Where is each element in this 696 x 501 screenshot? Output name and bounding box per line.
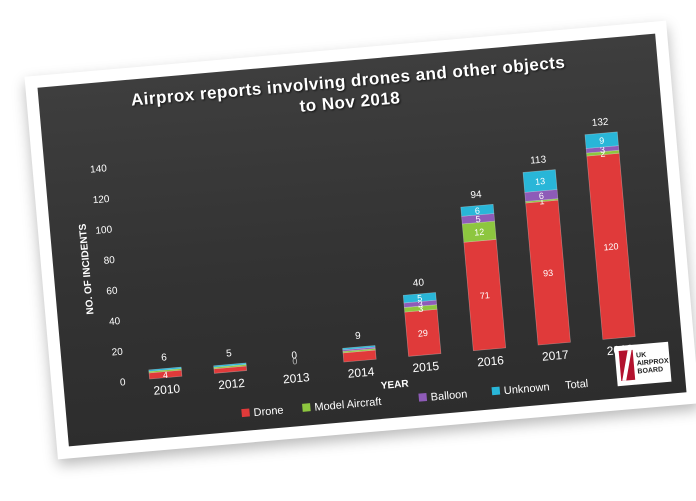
segment-label: 93 [543, 268, 554, 279]
airprox-logo-icon [618, 349, 636, 381]
logo-line-3: BOARD [637, 366, 664, 376]
y-tick-label: 120 [92, 194, 110, 206]
total-label: 9 [355, 331, 362, 342]
bar-segment [213, 362, 247, 368]
segment-label: 71 [479, 290, 490, 301]
y-tick-label: 60 [106, 285, 118, 297]
y-tick-label: 80 [103, 255, 115, 267]
bar-segment [584, 131, 619, 149]
legend-entry: Unknown [503, 381, 550, 397]
chart-panel: Airprox reports involving drones and oth… [37, 33, 687, 447]
legend-entry: Total [565, 378, 589, 392]
legend-entry: Drone [253, 405, 284, 420]
chart-card: Airprox reports involving drones and oth… [24, 20, 696, 460]
segment-label: 3 [600, 145, 606, 155]
segment-label: 3 [418, 304, 424, 314]
segment-label: 3 [417, 299, 423, 309]
total-label: 0 [291, 350, 298, 361]
total-label: 132 [591, 117, 609, 129]
y-tick-label: 100 [95, 224, 113, 236]
segment-label: 29 [417, 328, 428, 339]
legend-swatch [418, 392, 428, 402]
x-tick-label: 2015 [412, 359, 440, 375]
total-label: 113 [530, 154, 547, 166]
segment-label: 12 [474, 227, 485, 238]
bar-segment [522, 169, 558, 193]
bar-segment [342, 345, 376, 351]
x-tick-label: 2010 [153, 381, 181, 397]
bar-segment [524, 189, 559, 202]
y-tick-label: 140 [90, 163, 108, 175]
x-tick-label: 2012 [218, 376, 246, 392]
bar-segment [148, 368, 182, 374]
segment-label: 4 [163, 370, 169, 380]
x-tick-label: 2014 [347, 364, 375, 380]
y-tick-label: 20 [111, 347, 123, 359]
legend-swatch [491, 386, 501, 396]
segment-label: 5 [475, 214, 481, 224]
segment-label: 9 [599, 135, 605, 145]
segment-label: 6 [474, 206, 480, 216]
bar-segment [148, 366, 182, 372]
x-axis-label: YEAR [380, 378, 409, 391]
segment-label: 0 [292, 356, 298, 366]
y-tick-label: 40 [109, 316, 121, 328]
x-tick-label: 2013 [282, 370, 310, 386]
total-label: 5 [226, 348, 233, 359]
segment-label: 1 [539, 196, 545, 206]
segment-label: 5 [417, 293, 423, 303]
bar-segment [460, 203, 495, 217]
segment-label: 13 [535, 176, 546, 187]
total-label: 94 [470, 189, 482, 201]
y-axis-label: NO. OF INCIDENTS [78, 223, 97, 315]
bar-segment [402, 292, 437, 304]
x-tick-label: 2016 [477, 353, 505, 369]
segment-label: 120 [603, 241, 619, 252]
x-tick-label: 2017 [541, 347, 569, 363]
legend-swatch [241, 408, 250, 418]
segment-label: 2 [600, 148, 606, 158]
total-label: 6 [161, 352, 168, 363]
total-label: 40 [412, 277, 424, 289]
uk-airprox-board-logo: UK AIRPROX BOARD [614, 341, 672, 387]
segment-label: 6 [538, 191, 544, 201]
y-tick-label: 0 [120, 377, 127, 388]
legend-entry: Model Aircraft [314, 396, 382, 414]
legend-entry: Balloon [430, 388, 468, 403]
legend-swatch [302, 403, 311, 412]
